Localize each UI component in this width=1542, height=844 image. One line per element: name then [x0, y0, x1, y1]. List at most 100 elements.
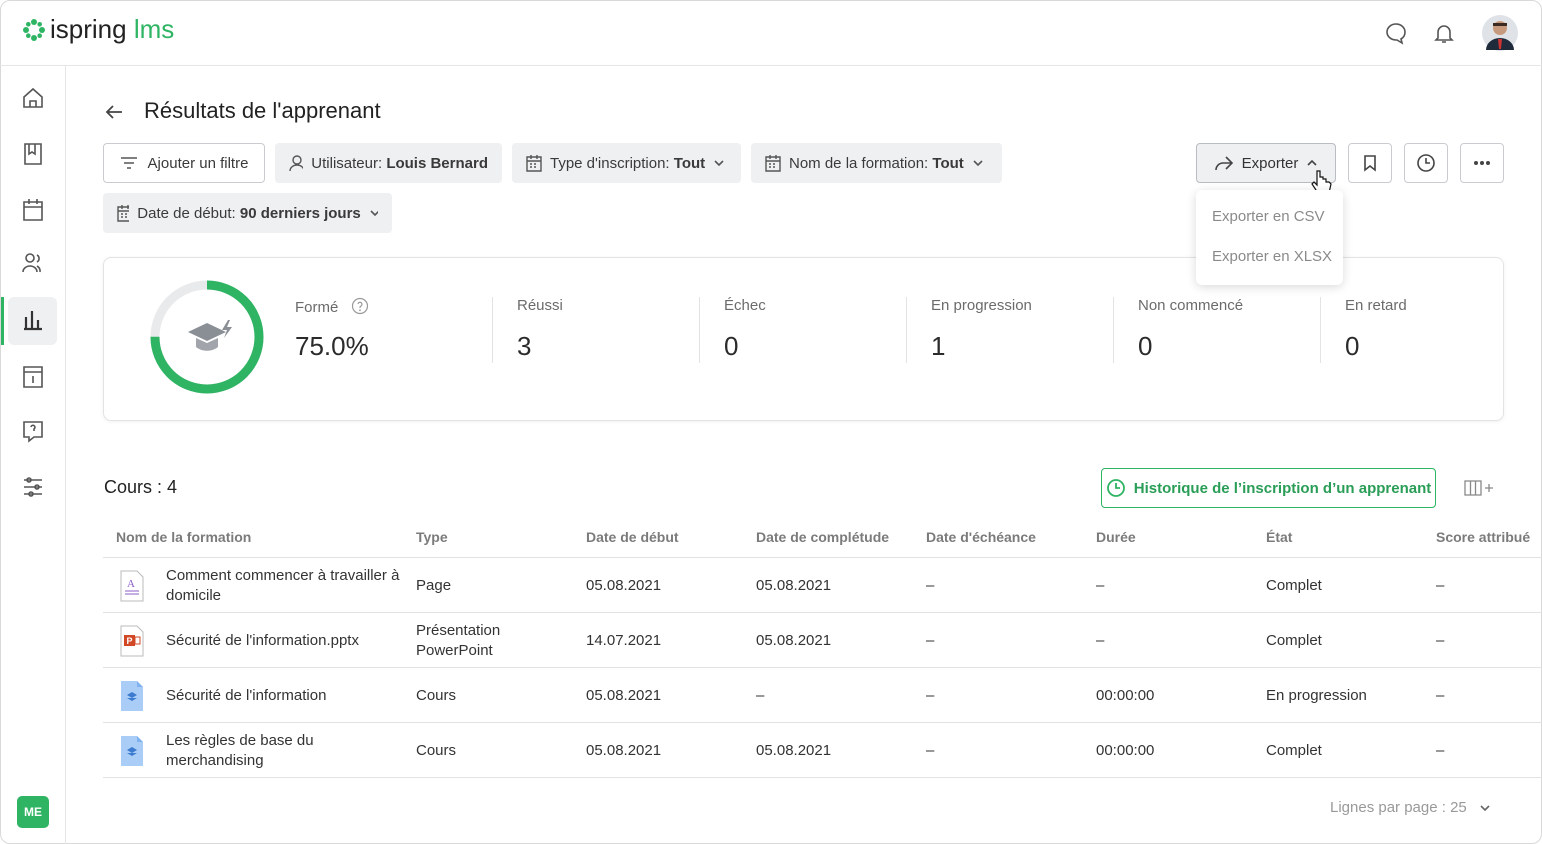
calendar-icon [765, 155, 781, 172]
rows-per-page[interactable]: Lignes par page : 25 [1330, 799, 1491, 816]
table-cell: – [926, 686, 935, 704]
row-divider [103, 777, 1542, 778]
stat-label: En retard [1345, 297, 1407, 314]
stat-separator [1113, 297, 1114, 363]
table-cell: Cours [416, 741, 457, 759]
filter-text: Type d'inscription: Tout [550, 155, 705, 172]
cursor [1311, 170, 1332, 194]
progress-ring [150, 280, 264, 394]
course-file-icon [121, 681, 143, 711]
filter-chip[interactable]: Utilisateur: Louis Bernard [275, 143, 502, 183]
stat-separator [1320, 297, 1321, 363]
course-name[interactable]: Sécurité de l'information [166, 686, 327, 704]
filter-icon [120, 157, 137, 169]
column-header[interactable]: Date de complétude [756, 529, 890, 545]
back-arrow[interactable] [104, 102, 124, 122]
export-option[interactable]: Exporter en CSV [1212, 208, 1325, 225]
chat-icon[interactable] [1384, 21, 1408, 45]
stat-label: En progression [931, 297, 1032, 314]
table-cell: Complet [1266, 741, 1322, 759]
column-header[interactable]: Type [416, 529, 448, 545]
columns-button[interactable] [1464, 479, 1496, 497]
table-cell: En progression [1266, 686, 1367, 704]
sidebar: ME [0, 66, 66, 844]
filter-value: Tout [673, 154, 706, 172]
page-file-icon: A [120, 570, 144, 602]
table-cell: 14.07.2021 [586, 631, 662, 649]
row-divider [103, 667, 1542, 668]
enrollment-history-label: Historique de l’inscription d’un apprena… [1133, 479, 1432, 497]
trained-label-text: Formé [295, 299, 339, 316]
filter-label: Nom de la formation: [789, 154, 929, 172]
row-icon [119, 680, 145, 716]
column-header[interactable]: Nom de la formation [116, 529, 252, 545]
row-icon: A [119, 570, 145, 606]
column-header[interactable]: Date de début [586, 529, 679, 545]
column-header[interactable]: État [1266, 529, 1293, 545]
filter-chip[interactable]: Type d'inscription: Tout [512, 143, 741, 183]
table-cell: – [926, 576, 935, 594]
filter-label: Utilisateur: [311, 154, 383, 172]
table-cell: – [1436, 686, 1445, 704]
rows-per-page-label: Lignes par page : 25 [1330, 799, 1467, 816]
add-filter-button[interactable]: Ajouter un filtre [103, 143, 265, 183]
enrollment-history-button[interactable]: Historique de l’inscription d’un apprena… [1101, 468, 1436, 508]
table-cell: 00:00:00 [1096, 686, 1155, 704]
bookmark-button[interactable] [1348, 143, 1392, 183]
more-button[interactable] [1460, 143, 1504, 183]
chevron-down [714, 160, 724, 167]
header-divider [103, 557, 1542, 558]
calendar-icon [526, 155, 542, 172]
column-header[interactable]: Date d'échéance [926, 529, 1036, 545]
export-option[interactable]: Exporter en XLSX [1212, 248, 1333, 265]
svg-text:A: A [127, 578, 135, 590]
stat-value: 1 [931, 331, 946, 361]
clock-icon [1106, 479, 1125, 497]
graduation-icon [188, 320, 232, 351]
page-title: Résultats de l'apprenant [144, 98, 381, 123]
bell-icon[interactable] [1432, 21, 1456, 45]
table-cell: Page [416, 576, 452, 594]
help-icon[interactable] [351, 297, 369, 315]
filter-label: Type d'inscription: [550, 154, 670, 172]
table-cell: 05.08.2021 [756, 576, 832, 594]
export-label: Exporter [1241, 154, 1299, 172]
stat-separator [492, 297, 493, 363]
column-header[interactable]: Score attribué [1436, 529, 1531, 545]
courses-count: Cours : 4 [104, 477, 178, 497]
nav-icons[interactable] [20, 85, 46, 555]
calendar-icon [117, 205, 130, 222]
stat-separator [699, 297, 700, 363]
avatar[interactable] [1481, 14, 1519, 52]
filter-value: Tout [932, 154, 964, 172]
logo-text[interactable]: ispring lms [50, 14, 174, 45]
history-button[interactable] [1404, 143, 1448, 183]
trained-value: 75.0% [295, 331, 369, 361]
logo-brand: ispring [50, 14, 127, 44]
user-badge[interactable]: ME [17, 796, 49, 828]
table-cell: 05.08.2021 [586, 741, 662, 759]
chevron-down [370, 210, 378, 217]
add-filter-label: Ajouter un filtre [147, 154, 249, 172]
course-file-icon [121, 736, 143, 766]
filter-chip[interactable]: Nom de la formation: Tout [751, 143, 1002, 183]
table-cell: – [926, 741, 935, 759]
export-button[interactable]: Exporter [1196, 143, 1336, 183]
course-name[interactable]: Comment commencer à travailler à domicil… [166, 566, 400, 604]
share-icon [1214, 156, 1233, 171]
dots-icon [1474, 161, 1490, 165]
table-cell: – [1096, 631, 1105, 649]
top-bar: ispring lms [0, 0, 1542, 66]
row-icon: P [119, 625, 145, 661]
filter-chip[interactable]: Date de début: 90 derniers jours [103, 193, 392, 233]
course-name[interactable]: Les règles de base du merchandising [166, 731, 314, 769]
stat-separator [906, 297, 907, 363]
course-name[interactable]: Sécurité de l'information.pptx [166, 631, 359, 649]
clock-icon [1417, 154, 1435, 172]
row-divider [103, 612, 1542, 613]
column-header[interactable]: Durée [1096, 529, 1136, 545]
table-cell: Présentation PowerPoint [416, 621, 501, 659]
table-cell: 05.08.2021 [586, 576, 662, 594]
table-cell: 00:00:00 [1096, 741, 1155, 759]
